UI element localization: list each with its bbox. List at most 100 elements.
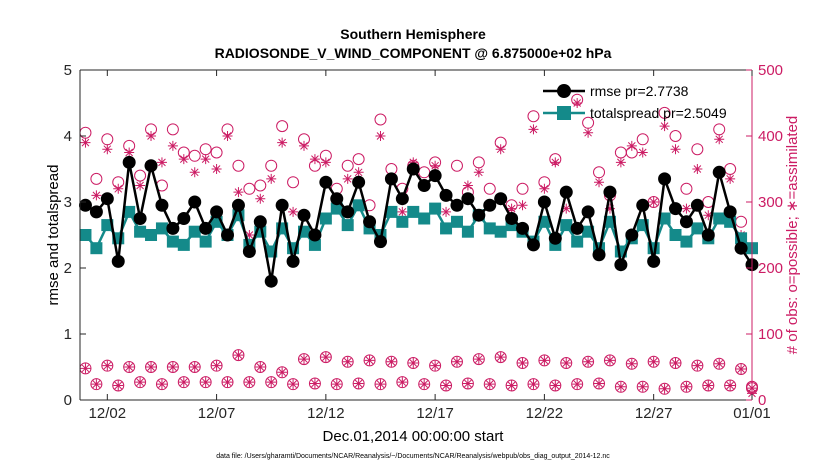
rmse-point [122, 155, 136, 169]
axes-group: 12/02 12/07 12/12 12/17 12/22 12/27 01/0101234… [64, 62, 783, 422]
totalspread-point [461, 225, 474, 238]
obs-assimilated-point [659, 383, 670, 394]
obs-possible-point [593, 377, 606, 390]
y-left-tick-label: 2 [64, 260, 72, 277]
obs-assimilated-point [615, 381, 626, 392]
rmse-point [253, 215, 267, 229]
obs-possible-point [636, 380, 649, 393]
obs-possible-point [232, 159, 245, 172]
obs-assimilated-point [135, 377, 146, 388]
rmse-series-group [78, 155, 759, 288]
rmse-point [297, 208, 311, 222]
rmse-point [395, 192, 409, 206]
rmse-point [155, 198, 169, 212]
obs-assimilated-point [637, 381, 648, 392]
obs-possible-point [483, 378, 496, 391]
obs-assimilated-point [703, 380, 714, 391]
rmse-point [450, 198, 464, 212]
obs-possible-point [254, 361, 267, 373]
rmse-point [221, 228, 235, 242]
obs-possible-point [516, 182, 529, 195]
rmse-point [242, 245, 256, 258]
obs-assimilated-point [473, 167, 484, 178]
obs-possible-point [658, 106, 671, 119]
rmse-point [373, 235, 387, 249]
obs-assimilated-point [255, 193, 266, 204]
obs-assimilated-point [604, 355, 615, 366]
obs-assimilated-point [561, 203, 572, 214]
legend-rmse-marker [557, 84, 571, 98]
chart-title-line1: Southern Hemisphere [340, 26, 486, 42]
y-left-tick-label: 0 [64, 392, 72, 409]
obs-assimilated-point [91, 190, 102, 201]
obs-assimilated-point [441, 206, 452, 217]
obs-possible-point [177, 376, 190, 389]
obs-assimilated-point [80, 137, 91, 148]
obs-assimilated-point [659, 121, 670, 132]
rmse-point [712, 165, 726, 179]
obs-assimilated-point [146, 131, 157, 141]
obs-possible-point [560, 357, 573, 370]
obs-possible-point [298, 353, 310, 366]
totalspread-point [440, 222, 453, 235]
rmse-point [199, 221, 213, 235]
obs-assimilated-point [178, 377, 189, 388]
totalspread-point [79, 229, 92, 241]
rmse-point [308, 228, 322, 242]
obs-assimilated-point [692, 164, 703, 174]
obs-assimilated-point [156, 157, 167, 168]
rmse-point [723, 205, 737, 219]
y-right-tick-label: 0 [758, 392, 766, 409]
obs-assimilated-point [583, 127, 594, 138]
obs-possible-point [166, 361, 179, 373]
obs-assimilated-point [462, 180, 473, 191]
obs-assimilated-point [80, 363, 91, 374]
totalspread-point [199, 235, 212, 248]
obs-possible-point [549, 379, 562, 392]
obs-possible-point [166, 123, 179, 136]
rmse-point [111, 254, 125, 268]
obs-assimilated-point [681, 381, 692, 392]
obs-possible-point [418, 378, 431, 391]
obs-assimilated-point [736, 363, 747, 374]
rmse-point [352, 175, 366, 189]
obs-assimilated-point [528, 124, 539, 135]
obs-assimilated-point [113, 183, 124, 194]
rmse-point [286, 254, 300, 268]
obs-possible-point [450, 355, 463, 368]
rmse-point [144, 159, 158, 173]
x-tick-label: 12/07 [198, 405, 236, 422]
obs-assimilated-point [244, 230, 255, 240]
obs-assimilated-point [167, 140, 178, 151]
obs-assimilated-point [648, 197, 659, 207]
totalspread-point [166, 235, 179, 248]
obs-assimilated-point [320, 352, 331, 363]
obs-assimilated-point [670, 358, 681, 369]
rmse-point [406, 162, 420, 176]
obs-possible-point [527, 110, 540, 123]
obs-assimilated-point [397, 206, 408, 217]
obs-possible-point [691, 143, 704, 156]
obs-assimilated-point [386, 356, 397, 367]
obs-possible-point [265, 159, 278, 172]
rmse-point [516, 221, 530, 235]
obs-possible-point [658, 382, 671, 395]
obs-possible-point [210, 146, 223, 159]
obs-possible-point [308, 377, 321, 390]
totalspread-point [669, 229, 682, 241]
obs-assimilated-point [299, 354, 309, 365]
obs-assimilated-point [441, 380, 452, 391]
totalspread-point [90, 242, 103, 255]
legend-totalspread-marker [557, 106, 571, 120]
obs-assimilated-point [189, 167, 200, 178]
obs-assimilated-point [309, 378, 320, 389]
obs-assimilated-point [408, 358, 419, 369]
obs-possible-point [188, 361, 201, 373]
obs-assimilated-point [353, 167, 364, 178]
y-left-tick-label: 4 [64, 128, 72, 145]
rmse-point [701, 228, 715, 242]
obs-possible-point [330, 378, 343, 391]
obs-assimilated-point [288, 206, 299, 217]
obs-assimilated-point [637, 147, 648, 158]
rmse-point [636, 198, 650, 212]
